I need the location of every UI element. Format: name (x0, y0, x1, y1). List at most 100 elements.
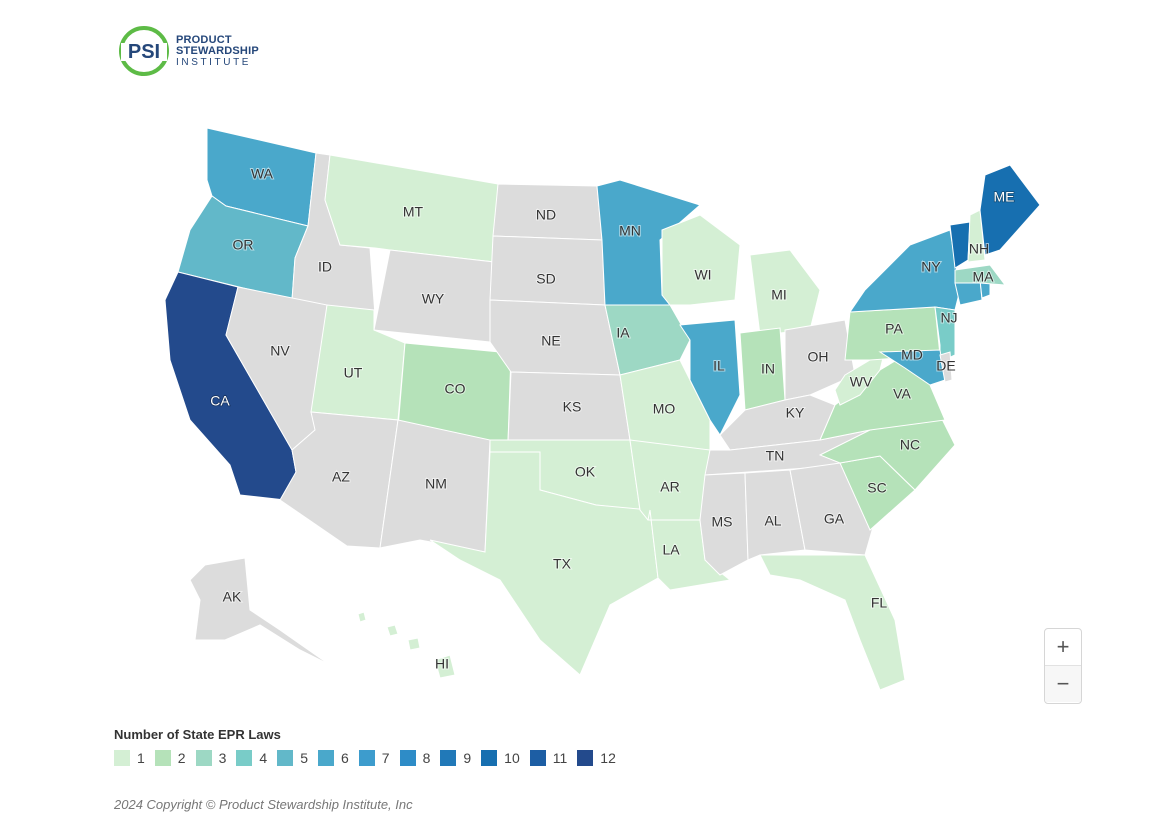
legend-item-5[interactable]: 5 (277, 750, 308, 766)
legend-swatch (114, 750, 130, 766)
state-label-il: IL (713, 358, 725, 374)
legend-label: 8 (422, 750, 431, 766)
state-label-in: IN (761, 361, 775, 377)
state-label-me: ME (994, 189, 1015, 205)
state-label-fl: FL (871, 595, 888, 611)
legend-swatch (195, 750, 212, 766)
state-il[interactable] (679, 319, 741, 436)
legend-item-6[interactable]: 6 (317, 750, 349, 766)
state-label-mt: MT (403, 204, 424, 220)
legend-item-2[interactable]: 2 (154, 750, 186, 766)
legend-item-1[interactable]: 1 (114, 750, 145, 766)
state-label-ok: OK (575, 464, 596, 480)
state-label-az: AZ (332, 469, 350, 485)
legend-item-8[interactable]: 8 (399, 750, 431, 766)
state-mi[interactable] (749, 249, 821, 336)
state-label-oh: OH (808, 349, 829, 365)
state-label-wi: WI (694, 267, 711, 283)
legend-swatch (358, 750, 375, 766)
state-label-co: CO (445, 381, 466, 397)
state-label-md: MD (901, 347, 923, 363)
zoom-out-button[interactable]: − (1045, 665, 1081, 702)
state-label-nd: ND (536, 207, 556, 223)
state-hi-island[interactable] (407, 637, 421, 651)
state-hi[interactable] (434, 654, 456, 679)
legend-label: 12 (600, 750, 616, 766)
state-label-pa: PA (885, 321, 903, 337)
state-label-wa: WA (251, 166, 274, 182)
legend-label: 3 (218, 750, 227, 766)
state-label-ak: AK (223, 589, 242, 605)
state-md[interactable] (878, 349, 946, 386)
legend-item-3[interactable]: 3 (195, 750, 227, 766)
copyright-text: 2024 Copyright © Product Stewardship Ins… (114, 797, 413, 812)
state-label-mo: MO (653, 401, 676, 417)
state-oh[interactable] (784, 319, 856, 401)
svg-text:PSI: PSI (128, 41, 160, 63)
legend-label: 9 (463, 750, 472, 766)
state-label-nj: NJ (940, 310, 957, 326)
legend-label: 7 (381, 750, 390, 766)
legend-swatch (399, 750, 416, 766)
legend-swatch (481, 750, 498, 766)
state-tx[interactable] (429, 451, 659, 676)
state-label-nh: NH (969, 241, 989, 257)
legend-label: 5 (300, 750, 308, 766)
state-nh[interactable] (967, 209, 986, 263)
logo-line-2: STEWARDSHIP (176, 44, 259, 57)
state-label-tn: TN (766, 448, 785, 464)
legend-swatch (277, 750, 294, 766)
state-wi[interactable] (661, 214, 741, 306)
legend-item-10[interactable]: 10 (481, 750, 520, 766)
state-label-ga: GA (824, 511, 845, 527)
legend-swatch (236, 750, 253, 766)
legend-item-12[interactable]: 12 (577, 750, 616, 766)
legend-item-4[interactable]: 4 (236, 750, 267, 766)
state-label-hi: HI (435, 656, 449, 672)
state-label-ms: MS (712, 514, 733, 530)
legend-swatch (440, 750, 457, 766)
us-choropleth-map[interactable]: WA OR CA ID NV MT WY UT CO AZ NM ND SD NE KS OK TX MN IA MO… (0, 0, 1155, 720)
state-label-ca: CA (210, 393, 230, 409)
state-de[interactable] (939, 351, 953, 383)
state-label-tx: TX (553, 556, 572, 572)
state-label-ia: IA (616, 325, 630, 341)
state-label-sc: SC (867, 480, 886, 496)
psi-logo-text: PRODUCT STEWARDSHIP INSTITUTE (176, 33, 259, 68)
state-label-wv: WV (850, 374, 873, 390)
state-label-nv: NV (270, 343, 290, 359)
state-label-ma: MA (973, 269, 995, 285)
state-hi-island[interactable] (386, 624, 399, 637)
legend-item-7[interactable]: 7 (358, 750, 390, 766)
state-label-wy: WY (422, 291, 445, 307)
logo-line-3: INSTITUTE (176, 56, 252, 68)
state-al[interactable] (744, 469, 806, 561)
legend-swatch (154, 750, 171, 766)
legend-label: 2 (177, 750, 186, 766)
state-me[interactable] (979, 164, 1041, 256)
state-ma[interactable] (954, 264, 1007, 286)
legend-swatch (317, 750, 334, 766)
state-label-ut: UT (344, 365, 363, 381)
zoom-in-button[interactable]: + (1056, 634, 1070, 659)
psi-logo-mark: PSI (118, 25, 170, 77)
state-label-al: AL (764, 513, 781, 529)
state-hi-island[interactable] (357, 611, 367, 623)
state-ny[interactable] (849, 229, 961, 313)
state-label-id: ID (318, 259, 332, 275)
legend-label: 11 (552, 750, 568, 766)
state-label-va: VA (893, 386, 911, 402)
legend-item-9[interactable]: 9 (440, 750, 471, 766)
state-ia[interactable] (604, 304, 691, 376)
state-label-mi: MI (771, 287, 787, 303)
legend-item-11[interactable]: 11 (529, 750, 568, 766)
state-ak[interactable] (189, 557, 331, 666)
state-label-nc: NC (900, 437, 920, 453)
legend-swatch (529, 750, 546, 766)
state-fl[interactable] (759, 554, 906, 691)
state-label-mn: MN (619, 223, 641, 239)
legend-swatch (577, 750, 594, 766)
legend-label: 1 (137, 750, 145, 766)
logo-line-1: PRODUCT (176, 33, 232, 46)
state-label-nm: NM (425, 476, 447, 492)
